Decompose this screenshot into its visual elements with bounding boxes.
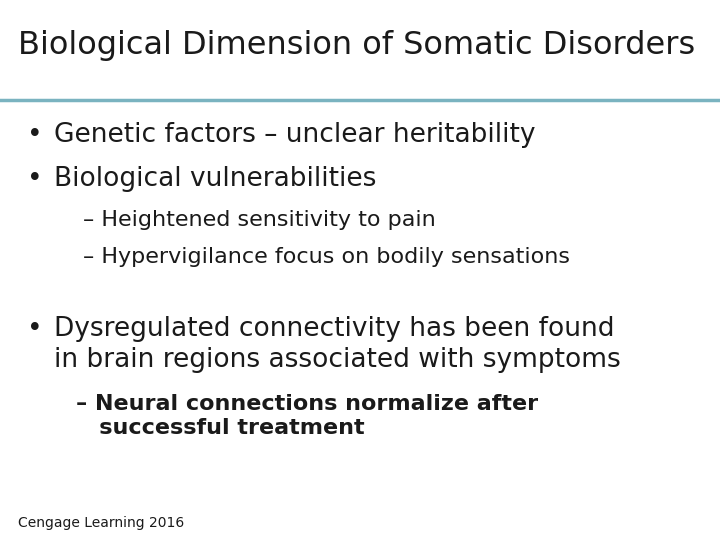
Text: Biological vulnerabilities: Biological vulnerabilities (54, 166, 377, 192)
Text: – Hypervigilance focus on bodily sensations: – Hypervigilance focus on bodily sensati… (83, 247, 570, 267)
Text: •: • (27, 166, 43, 192)
Text: Cengage Learning 2016: Cengage Learning 2016 (18, 516, 184, 530)
Text: Dysregulated connectivity has been found
in brain regions associated with sympto: Dysregulated connectivity has been found… (54, 316, 621, 373)
Text: Genetic factors – unclear heritability: Genetic factors – unclear heritability (54, 122, 536, 147)
Text: •: • (27, 316, 43, 342)
Text: – Neural connections normalize after
   successful treatment: – Neural connections normalize after suc… (76, 394, 538, 438)
Text: Biological Dimension of Somatic Disorders: Biological Dimension of Somatic Disorder… (18, 30, 696, 60)
Text: – Heightened sensitivity to pain: – Heightened sensitivity to pain (83, 210, 436, 230)
Text: •: • (27, 122, 43, 147)
